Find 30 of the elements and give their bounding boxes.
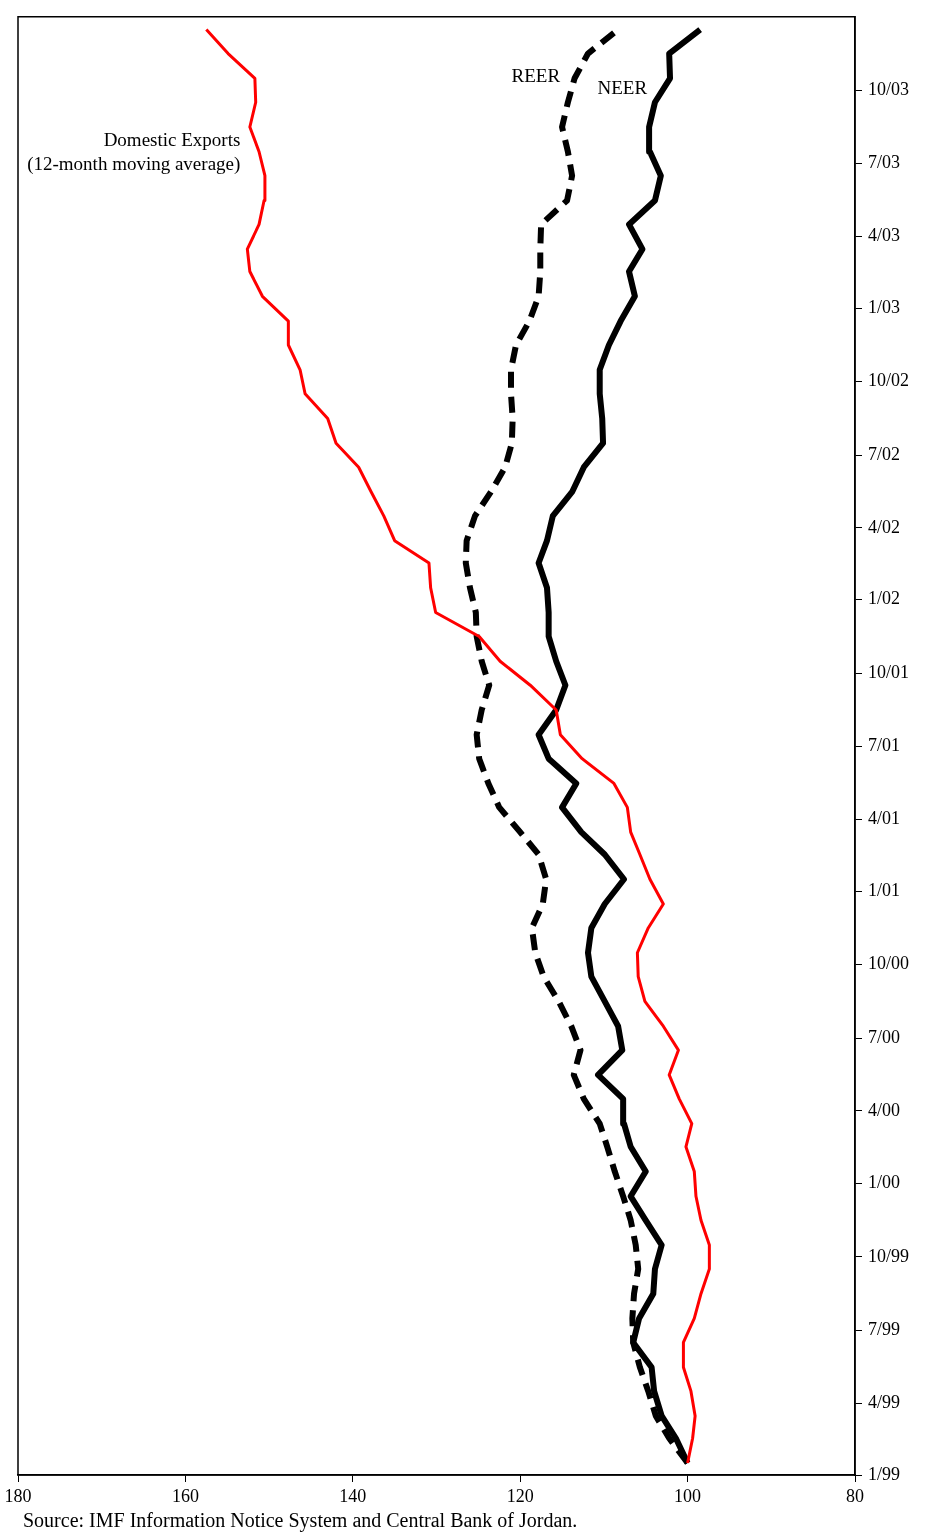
source-note: Source: IMF Information Notice System and Central Bank of Jordan. <box>23 1509 578 1532</box>
y-tick-label: 7/01 <box>868 735 901 756</box>
x-tick-label: 120 <box>506 1485 534 1506</box>
y-tick-label: 7/00 <box>868 1026 901 1047</box>
y-tick-label: 4/99 <box>868 1391 901 1412</box>
y-tick-label: 1/03 <box>868 297 901 318</box>
y-tick-label: 10/03 <box>868 79 910 99</box>
y-tick-label: 1/99 <box>868 1463 901 1484</box>
x-tick-label: 100 <box>674 1485 702 1506</box>
y-tick-label: 1/01 <box>868 879 901 900</box>
y-tick-label: 7/03 <box>868 152 901 173</box>
y-tick-label: 10/01 <box>868 661 910 682</box>
y-tick-label: 4/00 <box>868 1099 901 1120</box>
x-tick-label: 180 <box>4 1485 32 1506</box>
x-tick-label: 80 <box>846 1485 864 1506</box>
y-tick-label: 1/02 <box>868 588 901 609</box>
y-tick-label: 4/02 <box>868 516 901 537</box>
y-tick-label: 1/00 <box>868 1172 901 1193</box>
y-tick-label: 7/99 <box>868 1319 901 1340</box>
y-tick-label: 7/02 <box>868 443 901 464</box>
y-tick-label: 4/03 <box>868 225 901 246</box>
series-label: NEER <box>597 76 648 98</box>
y-tick-label: 4/01 <box>868 808 901 829</box>
series-label: REER <box>511 64 561 86</box>
y-tick-label: 10/99 <box>868 1245 910 1266</box>
y-tick-label: 10/00 <box>868 953 910 974</box>
x-tick-label: 160 <box>171 1485 199 1506</box>
x-tick-label: 140 <box>339 1485 367 1506</box>
series-label: Domestic Exports (12-month moving average) <box>27 128 241 175</box>
y-tick-label: 10/02 <box>868 370 910 391</box>
